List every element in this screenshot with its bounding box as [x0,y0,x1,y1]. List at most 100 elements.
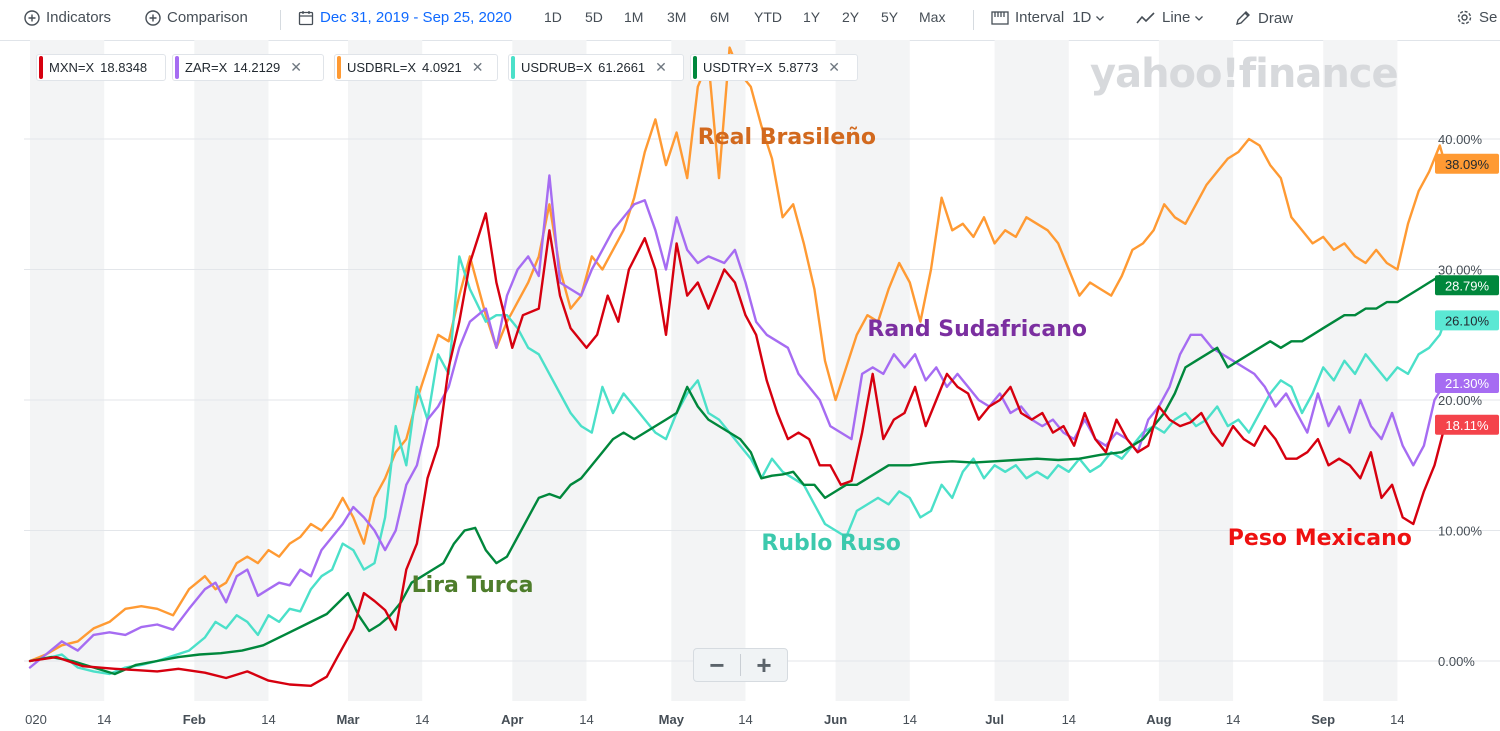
range-button-1d[interactable]: 1D [544,9,562,25]
chip-price: 61.2661 [598,60,646,75]
range-button-2y[interactable]: 2Y [842,9,860,25]
plus-circle-icon [24,9,40,26]
series-line-usdtry [28,274,1447,676]
shaded-band [30,40,105,701]
series-end-labels: 38.09% 28.79% 26.10% 21.30% 18.11% [1435,153,1499,435]
month-bands [30,40,1398,701]
interval-dropdown[interactable]: Interval 1D [991,9,1111,26]
remove-comparison-icon[interactable]: ✕ [471,59,484,75]
chip-symbol: ZAR=X [185,60,228,75]
x-tick-label: 020 [25,712,47,727]
comparison-chip[interactable]: MXN=X 18.8348 [36,54,166,81]
end-label-box [1435,310,1499,331]
comparison-chart[interactable]: 0.00% 10.00% 20.00% 30.00% 40.00% 020 14 Feb 14… [0,40,1500,731]
comparison-chip[interactable]: USDTRY=X 5.8773 ✕ [690,54,858,81]
chip-price: 4.0921 [422,60,462,75]
shaded-band [512,40,587,701]
end-label-value: 28.79% [1445,278,1490,293]
series-line-mxn [28,212,1447,687]
comparison-button[interactable]: Comparison [145,9,248,26]
end-label-value: 26.10% [1445,313,1490,328]
x-tick-label: 14 [97,712,111,727]
date-range-picker[interactable]: Dec 31, 2019 - Sep 25, 2020 [298,9,512,26]
remove-comparison-icon[interactable]: ✕ [655,59,667,75]
end-label-value: 21.30% [1445,376,1490,391]
indicators-label: Indicators [46,9,112,26]
x-tick-label: 14 [261,712,275,727]
range-button-5y[interactable]: 5Y [881,9,899,25]
yahoo-finance-watermark: yahoo!finance [1090,51,1399,97]
series-annotation: Real Brasileño [698,125,876,150]
end-label-box [1435,275,1499,296]
end-label-box [1435,373,1499,394]
series-color-swatch [511,56,515,79]
zoom-in-button[interactable]: + [756,650,772,680]
interval-icon [991,10,1009,25]
x-tick-label: 14 [1226,712,1240,727]
chart-type-label: Line [1162,9,1191,26]
shaded-band [994,40,1069,701]
x-tick-label: 14 [738,712,752,727]
indicators-button[interactable]: Indicators [24,9,111,26]
series-annotation: Peso Mexicano [1228,526,1412,551]
range-button-ytd[interactable]: YTD [754,9,782,25]
comparison-chip[interactable]: ZAR=X 14.2129 ✕ [172,54,324,81]
plus-circle-icon [145,9,161,26]
chip-symbol: USDRUB=X [521,60,593,75]
y-tick-label: 0.00% [1438,654,1475,669]
end-label-box [1435,414,1499,435]
pencil-icon [1236,11,1250,25]
settings-button[interactable]: Se [1456,9,1497,26]
remove-comparison-icon[interactable]: ✕ [290,59,302,75]
range-button-max[interactable]: Max [919,9,946,25]
series-annotation: Lira Turca [412,573,534,598]
comparison-chip[interactable]: USDRUB=X 61.2661 ✕ [508,54,684,81]
series-annotation: Rublo Ruso [761,531,900,556]
range-button-5d[interactable]: 5D [585,9,603,25]
series-line-usdrub [28,255,1447,676]
x-axis-labels: 020 14 Feb 14 Mar 14 Apr 14 May 14 Jun 14 Jul 14 Aug 14… [25,712,1404,727]
range-button-1m[interactable]: 1M [624,9,644,25]
series-line-usdbrl [28,46,1447,663]
x-tick-label: Jul [985,712,1004,727]
series-color-swatch [693,56,697,79]
y-tick-label: 20.00% [1438,393,1483,408]
y-tick-label: 10.00% [1438,524,1483,539]
series-lines [28,46,1452,687]
series-annotations: Real Brasileño Rand Sudafricano Rublo Ruso… [412,125,1412,598]
chevron-down-icon [1195,15,1204,21]
x-tick-label: Aug [1146,712,1171,727]
chip-symbol: USDBRL=X [347,60,416,75]
x-tick-label: 14 [1390,712,1404,727]
series-color-swatch [39,56,43,79]
interval-label: Interval [1015,9,1065,26]
y-tick-label: 40.00% [1438,132,1483,147]
gear-icon [1457,10,1472,25]
draw-button[interactable]: Draw [1234,9,1293,27]
range-button-3m[interactable]: 3M [667,9,687,25]
x-tick-label: 14 [1062,712,1076,727]
chip-price: 14.2129 [233,60,281,75]
x-tick-label: Feb [183,712,206,727]
toolbar-divider [280,10,281,30]
chart-type-dropdown[interactable]: Line [1136,9,1210,26]
x-tick-label: May [659,712,685,727]
series-color-swatch [337,56,341,79]
settings-label: Se [1479,9,1498,26]
zoom-out-button[interactable]: − [709,650,725,680]
x-tick-label: Mar [336,712,359,727]
chip-price: 5.8773 [778,60,819,75]
x-tick-label: 14 [903,712,917,727]
end-label-box [1435,153,1499,174]
shaded-band [1158,40,1234,701]
range-button-6m[interactable]: 6M [710,9,730,25]
comparison-chip[interactable]: USDBRL=X 4.0921 ✕ [334,54,498,81]
zoom-controls: − + [693,648,788,682]
remove-comparison-icon[interactable]: ✕ [828,59,840,75]
x-tick-label: Jun [824,712,847,727]
series-color-swatch [175,56,179,79]
series-annotation: Rand Sudafricano [867,317,1087,342]
range-button-1y[interactable]: 1Y [803,9,821,25]
y-axis-labels: 0.00% 10.00% 20.00% 30.00% 40.00% [1438,132,1483,669]
zoom-divider [740,654,741,676]
